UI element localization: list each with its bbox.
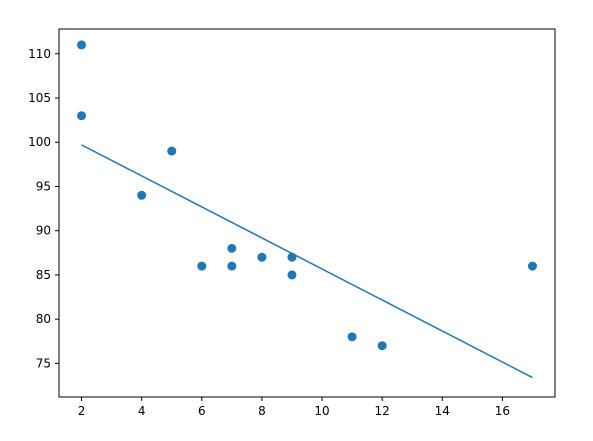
data-point-8	[257, 252, 267, 262]
data-point-6	[227, 243, 237, 253]
data-point-10	[287, 270, 297, 280]
y-tick-label-105: 105	[28, 91, 51, 105]
y-axis-ticks: 75 80 85 90 95 100 105 110	[28, 47, 59, 370]
data-point-11	[347, 332, 357, 342]
data-point-3	[137, 190, 147, 200]
y-tick-label-85: 85	[36, 268, 51, 282]
x-tick-label-2: 2	[78, 404, 86, 418]
x-tick-label-8: 8	[258, 404, 266, 418]
x-tick-label-12: 12	[375, 404, 390, 418]
y-tick-label-75: 75	[36, 356, 51, 370]
data-marks	[77, 40, 537, 379]
data-point-12	[377, 341, 387, 351]
x-tick-label-14: 14	[435, 404, 450, 418]
data-point-1	[77, 40, 87, 50]
y-tick-label-80: 80	[36, 312, 51, 326]
x-tick-label-16: 16	[495, 404, 510, 418]
data-point-5	[197, 261, 207, 271]
y-tick-label-100: 100	[28, 135, 51, 149]
data-point-2	[77, 111, 87, 121]
data-point-7	[227, 261, 237, 271]
y-tick-label-110: 110	[28, 47, 51, 61]
plot-area	[59, 29, 555, 397]
x-tick-label-6: 6	[198, 404, 206, 418]
x-tick-label-4: 4	[138, 404, 146, 418]
y-tick-label-90: 90	[36, 224, 51, 238]
x-tick-label-10: 10	[314, 404, 329, 418]
plot-frame	[58, 28, 556, 398]
data-point-4	[167, 146, 177, 156]
y-tick-label-95: 95	[36, 179, 51, 193]
data-point-13	[527, 261, 537, 271]
regression-line	[81, 144, 533, 379]
x-axis-ticks: 2 4 6 8 10 12 14 16	[78, 397, 510, 418]
